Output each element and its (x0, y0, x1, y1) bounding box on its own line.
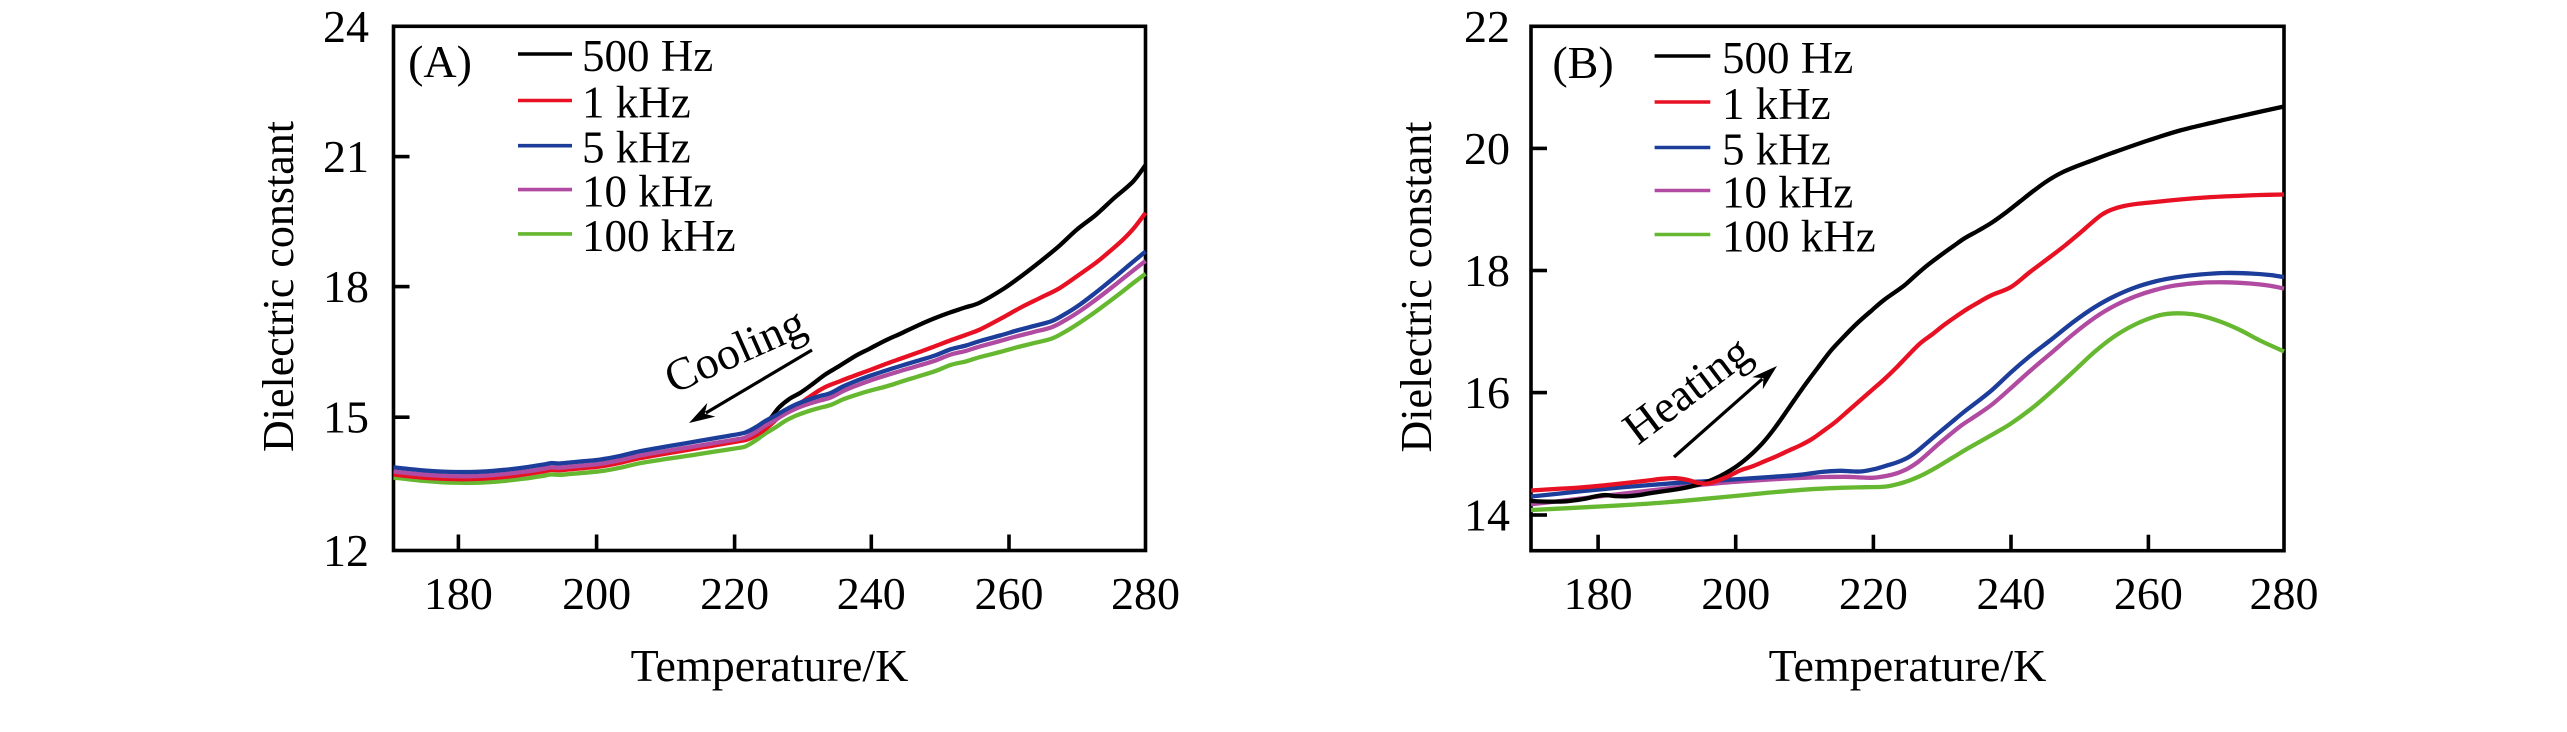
svg-text:260: 260 (975, 568, 1044, 619)
svg-text:21: 21 (323, 131, 369, 182)
svg-text:Temperature/K: Temperature/K (1769, 640, 2047, 691)
svg-text:10 kHz: 10 kHz (1722, 168, 1853, 218)
svg-text:24: 24 (323, 1, 369, 52)
svg-text:180: 180 (424, 568, 493, 619)
svg-text:5 kHz: 5 kHz (582, 123, 691, 173)
svg-text:16: 16 (1464, 367, 1510, 418)
svg-text:260: 260 (2114, 568, 2183, 619)
svg-text:Dielectric constant: Dielectric constant (254, 121, 303, 452)
svg-text:100 kHz: 100 kHz (1722, 212, 1876, 262)
svg-text:500 Hz: 500 Hz (582, 31, 713, 81)
svg-text:10 kHz: 10 kHz (582, 167, 713, 217)
svg-text:100 kHz: 100 kHz (582, 211, 736, 261)
svg-text:240: 240 (1977, 568, 2046, 619)
svg-text:220: 220 (700, 568, 769, 619)
svg-text:18: 18 (323, 261, 369, 312)
svg-text:Temperature/K: Temperature/K (631, 640, 909, 691)
svg-text:1 kHz: 1 kHz (1722, 79, 1831, 129)
svg-text:12: 12 (323, 525, 369, 576)
svg-text:220: 220 (1839, 568, 1908, 619)
svg-text:280: 280 (2250, 568, 2319, 619)
svg-text:15: 15 (323, 392, 369, 443)
svg-text:5 kHz: 5 kHz (1722, 125, 1831, 175)
svg-text:22: 22 (1464, 1, 1510, 52)
svg-text:(A): (A) (408, 36, 472, 87)
svg-text:200: 200 (562, 568, 631, 619)
svg-text:280: 280 (1111, 568, 1180, 619)
svg-text:1 kHz: 1 kHz (582, 78, 691, 128)
svg-text:20: 20 (1464, 123, 1510, 174)
svg-text:18: 18 (1464, 245, 1510, 296)
svg-text:14: 14 (1464, 490, 1510, 541)
svg-text:180: 180 (1564, 568, 1633, 619)
svg-text:500 Hz: 500 Hz (1722, 33, 1853, 83)
svg-text:Dielectric constant: Dielectric constant (1392, 121, 1441, 452)
svg-text:(B): (B) (1552, 37, 1613, 88)
svg-text:200: 200 (1701, 568, 1770, 619)
svg-text:240: 240 (837, 568, 906, 619)
